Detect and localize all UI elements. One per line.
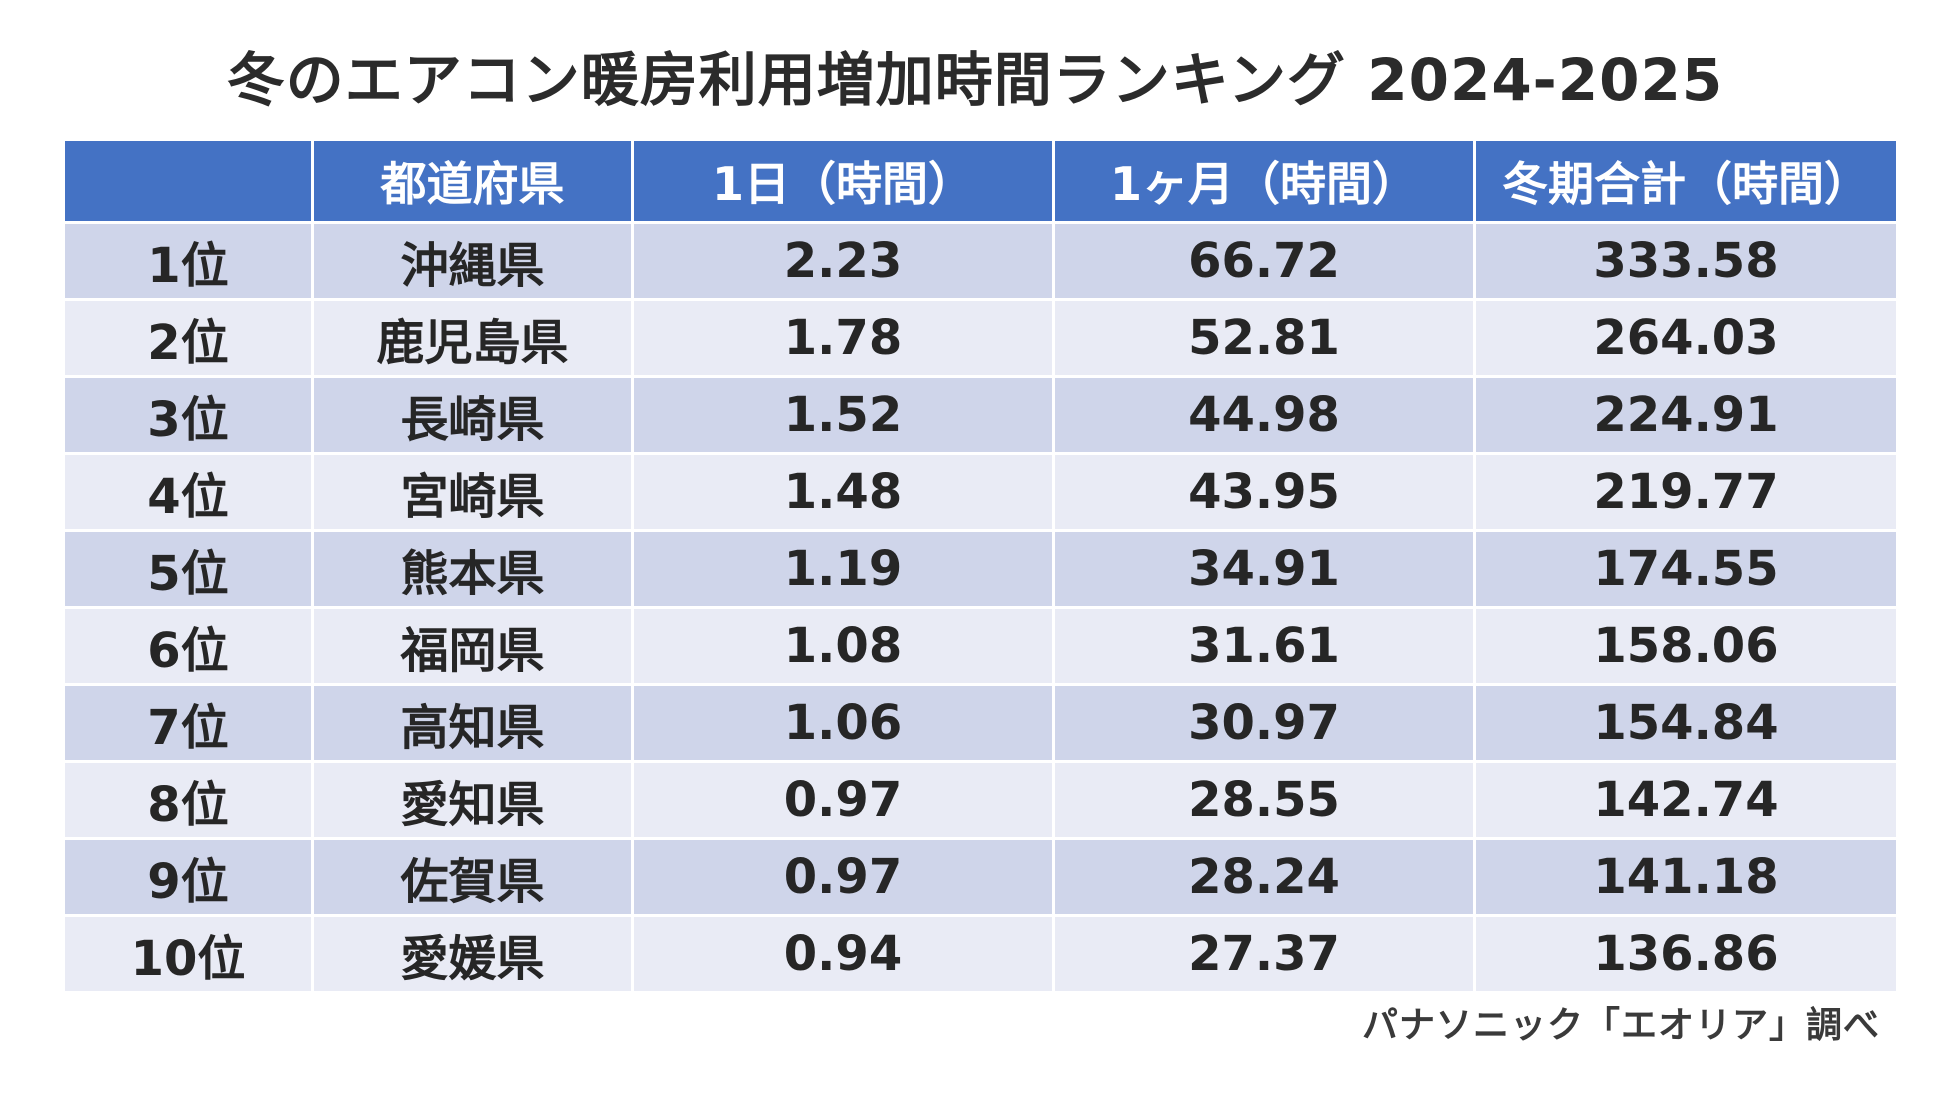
prefecture-cell: 佐賀県 — [311, 837, 634, 917]
table-row: 8位 愛知県 0.97 28.55 142.74 — [62, 760, 1899, 840]
table-row: 6位 福岡県 1.08 31.61 158.06 — [62, 606, 1899, 686]
prefecture-cell: 愛知県 — [311, 760, 634, 840]
rank-cell: 9位 — [62, 837, 314, 917]
per-day-cell: 1.78 — [631, 298, 1055, 378]
winter-total-cell: 264.03 — [1473, 298, 1899, 378]
table-row: 9位 佐賀県 0.97 28.24 141.18 — [62, 837, 1899, 917]
per-day-cell: 1.52 — [631, 375, 1055, 455]
table-row: 1位 沖縄県 2.23 66.72 333.58 — [62, 221, 1899, 301]
rank-cell: 5位 — [62, 529, 314, 609]
rank-cell: 10位 — [62, 914, 314, 994]
prefecture-cell: 長崎県 — [311, 375, 634, 455]
rank-cell: 8位 — [62, 760, 314, 840]
per-day-cell: 1.06 — [631, 683, 1055, 763]
per-month-cell: 28.24 — [1052, 837, 1476, 917]
rank-cell: 3位 — [62, 375, 314, 455]
winter-total-cell: 142.74 — [1473, 760, 1899, 840]
prefecture-cell: 愛媛県 — [311, 914, 634, 994]
per-month-cell: 28.55 — [1052, 760, 1476, 840]
winter-total-cell: 333.58 — [1473, 221, 1899, 301]
per-day-cell: 1.48 — [631, 452, 1055, 532]
table-row: 4位 宮崎県 1.48 43.95 219.77 — [62, 452, 1899, 532]
table-row: 7位 高知県 1.06 30.97 154.84 — [62, 683, 1899, 763]
winter-total-cell: 154.84 — [1473, 683, 1899, 763]
prefecture-cell: 福岡県 — [311, 606, 634, 686]
prefecture-cell: 沖縄県 — [311, 221, 634, 301]
winter-total-cell: 174.55 — [1473, 529, 1899, 609]
rank-cell: 6位 — [62, 606, 314, 686]
per-month-cell: 30.97 — [1052, 683, 1476, 763]
per-month-cell: 44.98 — [1052, 375, 1476, 455]
per-month-cell: 31.61 — [1052, 606, 1476, 686]
table-row: 5位 熊本県 1.19 34.91 174.55 — [62, 529, 1899, 609]
per-month-cell: 43.95 — [1052, 452, 1476, 532]
winter-total-cell: 158.06 — [1473, 606, 1899, 686]
header-rank — [62, 138, 314, 224]
rank-cell: 4位 — [62, 452, 314, 532]
chart-title: 冬のエアコン暖房利用増加時間ランキング 2024-2025 — [226, 46, 1724, 114]
per-day-cell: 2.23 — [631, 221, 1055, 301]
table-row: 10位 愛媛県 0.94 27.37 136.86 — [62, 914, 1899, 994]
winter-total-cell: 219.77 — [1473, 452, 1899, 532]
source-note: パナソニック「エオリア」調べ — [1361, 1005, 1880, 1046]
winter-total-cell: 136.86 — [1473, 914, 1899, 994]
header-winter-total: 冬期合計（時間） — [1473, 138, 1899, 224]
per-day-cell: 1.08 — [631, 606, 1055, 686]
rank-cell: 7位 — [62, 683, 314, 763]
per-day-cell: 0.97 — [631, 837, 1055, 917]
per-month-cell: 66.72 — [1052, 221, 1476, 301]
per-day-cell: 0.97 — [631, 760, 1055, 840]
header-per-month: 1ヶ月（時間） — [1052, 138, 1476, 224]
header-per-day: 1日（時間） — [631, 138, 1055, 224]
rank-cell: 1位 — [62, 221, 314, 301]
winter-total-cell: 224.91 — [1473, 375, 1899, 455]
per-month-cell: 34.91 — [1052, 529, 1476, 609]
rank-cell: 2位 — [62, 298, 314, 378]
table-row: 3位 長崎県 1.52 44.98 224.91 — [62, 375, 1899, 455]
winter-total-cell: 141.18 — [1473, 837, 1899, 917]
table-header-row: 都道府県 1日（時間） 1ヶ月（時間） 冬期合計（時間） — [62, 138, 1899, 224]
per-day-cell: 0.94 — [631, 914, 1055, 994]
per-month-cell: 52.81 — [1052, 298, 1476, 378]
header-prefecture: 都道府県 — [311, 138, 634, 224]
prefecture-cell: 鹿児島県 — [311, 298, 634, 378]
prefecture-cell: 宮崎県 — [311, 452, 634, 532]
per-day-cell: 1.19 — [631, 529, 1055, 609]
ranking-table: 都道府県 1日（時間） 1ヶ月（時間） 冬期合計（時間） 1位 沖縄県 2.23… — [62, 138, 1899, 994]
prefecture-cell: 高知県 — [311, 683, 634, 763]
prefecture-cell: 熊本県 — [311, 529, 634, 609]
table-row: 2位 鹿児島県 1.78 52.81 264.03 — [62, 298, 1899, 378]
per-month-cell: 27.37 — [1052, 914, 1476, 994]
